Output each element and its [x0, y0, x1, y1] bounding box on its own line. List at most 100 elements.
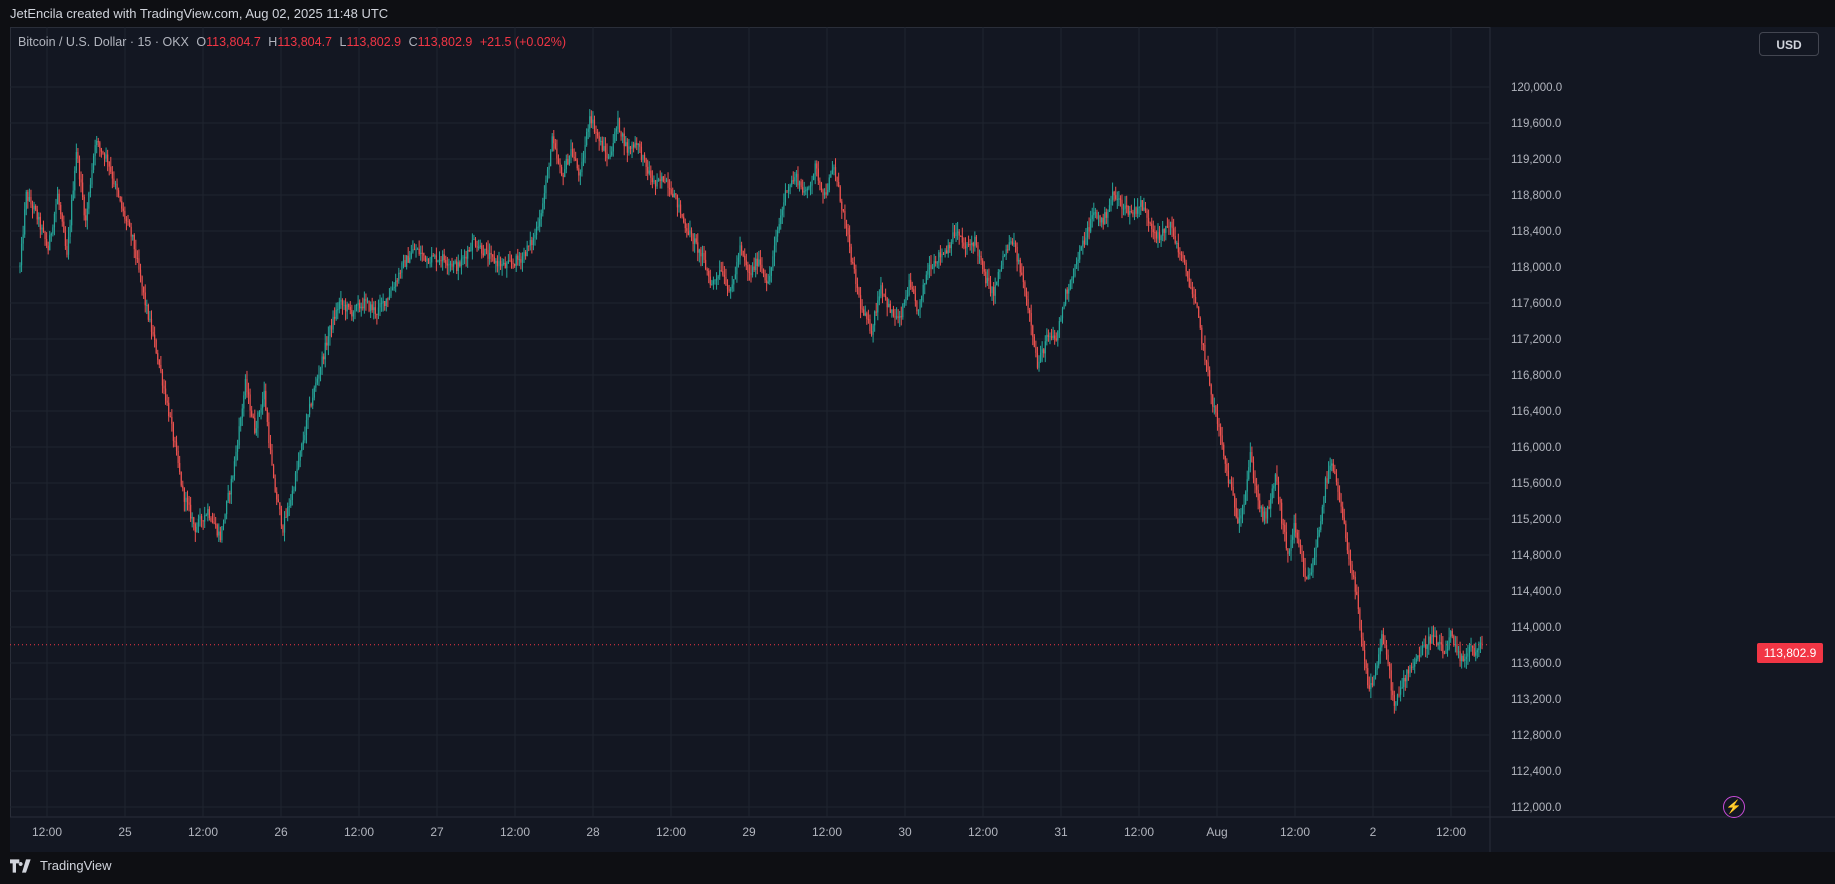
- candle-body: [905, 296, 907, 304]
- y-tick-label: 116,000.0: [1511, 442, 1561, 454]
- candle-body: [302, 440, 304, 444]
- candle-body: [600, 140, 602, 142]
- candle-body: [805, 190, 807, 192]
- candle-body: [72, 190, 74, 201]
- candle-body: [1075, 261, 1078, 265]
- candle-body: [354, 305, 356, 313]
- candle-body: [1199, 317, 1201, 328]
- candle-body: [166, 400, 168, 403]
- candle-body: [863, 309, 865, 316]
- high-value: 113,804.7: [277, 35, 332, 49]
- candle-body: [883, 293, 885, 296]
- candle-body: [1265, 511, 1267, 519]
- candle-body: [132, 234, 134, 237]
- y-tick-label: 119,200.0: [1511, 154, 1561, 166]
- candle-body: [589, 116, 591, 129]
- candle-body: [842, 209, 844, 211]
- candle-body: [967, 244, 970, 246]
- candle-body: [532, 238, 535, 246]
- candle-body: [1298, 538, 1300, 545]
- candle-body: [545, 179, 547, 194]
- candle-body: [230, 478, 232, 495]
- candle-body: [271, 449, 273, 466]
- candle-body: [1473, 647, 1475, 656]
- candle-body: [1227, 470, 1230, 484]
- candle-body: [925, 274, 927, 284]
- candle-body: [1063, 304, 1065, 309]
- y-tick-label: 112,400.0: [1511, 766, 1561, 778]
- candle-body: [110, 166, 112, 172]
- candle-body: [694, 238, 696, 244]
- candle-body: [440, 260, 442, 262]
- candle-body: [1323, 496, 1325, 507]
- candle-body: [1249, 452, 1251, 468]
- candle-body: [224, 514, 226, 524]
- candle-body: [1202, 343, 1204, 345]
- x-tick-label: 12:00: [1280, 825, 1310, 839]
- candle-body: [739, 245, 741, 258]
- candle-body: [157, 353, 159, 360]
- candle-body: [850, 246, 852, 263]
- candle-body: [1003, 254, 1006, 256]
- candle-body: [1130, 211, 1132, 213]
- candle-body: [404, 260, 406, 267]
- candle-body: [1457, 651, 1460, 653]
- candle-body: [1191, 288, 1194, 295]
- candle-body: [515, 255, 517, 266]
- candle-body: [1044, 341, 1046, 354]
- candle-body: [772, 256, 774, 268]
- candle-body: [612, 142, 614, 152]
- candle-body: [1094, 212, 1096, 214]
- candle-body: [1282, 523, 1284, 525]
- candle-body: [529, 240, 531, 246]
- candle-body: [291, 490, 293, 501]
- candle-body: [661, 176, 663, 181]
- candle-body: [1400, 688, 1402, 695]
- candle-body: [978, 255, 981, 257]
- candle-body: [1307, 574, 1309, 579]
- lightning-bolt-icon[interactable]: ⚡: [1723, 796, 1745, 818]
- candle-body: [1432, 634, 1435, 637]
- candle-body: [1174, 236, 1176, 244]
- candle-body: [614, 131, 616, 143]
- candle-body: [598, 135, 600, 142]
- candle-body: [318, 374, 320, 379]
- candle-body: [487, 250, 489, 259]
- candle-body: [1442, 644, 1444, 654]
- candle-body: [1393, 695, 1395, 706]
- candle-body: [1281, 502, 1283, 524]
- candle-body: [952, 232, 954, 243]
- candle-body: [1378, 654, 1380, 666]
- chart-area[interactable]: 120,000.0 119,600.0 119,200.0 118,800.0 118,…: [10, 27, 1835, 852]
- candle-body: [238, 426, 240, 446]
- candle-body: [902, 304, 904, 318]
- candle-body: [42, 227, 45, 232]
- candlestick-chart[interactable]: 120,000.0 119,600.0 119,200.0 118,800.0 118,…: [10, 27, 1835, 852]
- candle-body: [1373, 675, 1375, 686]
- candle-body: [916, 301, 918, 312]
- footer-brand[interactable]: TradingView: [10, 858, 112, 873]
- candle-body: [374, 307, 376, 314]
- candle-body: [841, 201, 843, 210]
- candle-body: [548, 166, 550, 170]
- currency-button[interactable]: USD: [1759, 32, 1819, 56]
- candle-body: [575, 158, 577, 161]
- candle-body: [1188, 277, 1190, 287]
- candle-body: [658, 179, 660, 181]
- candle-body: [1382, 634, 1384, 645]
- candle-body: [269, 443, 272, 450]
- candle-body: [1194, 296, 1197, 304]
- candle-body: [1071, 278, 1073, 281]
- candle-body: [1002, 255, 1004, 266]
- candle-body: [460, 258, 463, 267]
- candle-body: [1043, 349, 1045, 354]
- candle-body: [1248, 467, 1250, 480]
- candle-body: [802, 187, 804, 193]
- candle-body: [623, 133, 625, 147]
- candle-body: [471, 239, 473, 251]
- candle-body: [656, 179, 658, 187]
- candle-body: [186, 497, 189, 503]
- candle-body: [899, 316, 901, 318]
- candle-body: [872, 325, 874, 335]
- candle-body: [55, 204, 57, 214]
